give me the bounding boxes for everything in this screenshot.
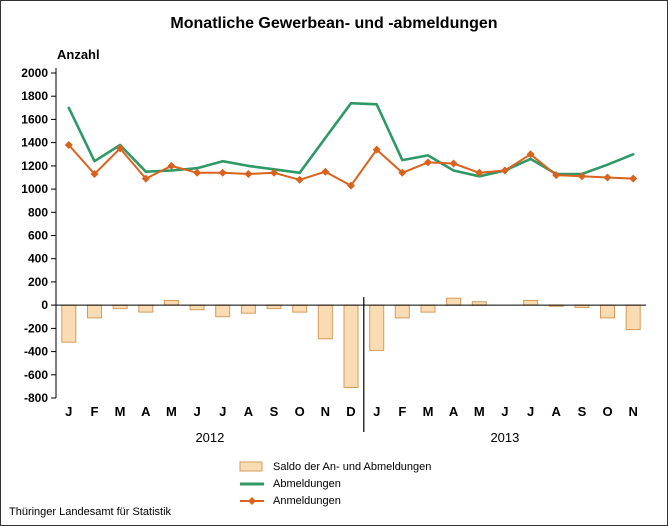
svg-text:J: J	[65, 404, 72, 419]
svg-text:J: J	[501, 404, 508, 419]
legend-label-abmeldungen: Abmeldungen	[273, 477, 341, 490]
y-axis-title: Anzahl	[57, 47, 100, 62]
svg-text:A: A	[244, 404, 254, 419]
chart-title: Monatliche Gewerbean- und -abmeldungen	[170, 15, 498, 32]
svg-text:200: 200	[28, 275, 48, 289]
svg-text:J: J	[373, 404, 380, 419]
svg-text:M: M	[166, 404, 177, 419]
anmeldungen-line-swatch-icon	[240, 496, 264, 505]
svg-text:1800: 1800	[21, 89, 48, 103]
anmeldungen-line	[67, 144, 635, 187]
svg-text:O: O	[602, 404, 612, 419]
legend-label-anmeldungen: Anmeldungen	[273, 494, 341, 507]
svg-text:A: A	[141, 404, 151, 419]
svg-text:-600: -600	[24, 368, 48, 382]
abmeldungen-line	[67, 101, 635, 178]
svg-text:-200: -200	[24, 321, 48, 335]
legend-item-saldo: Saldo der An- und Abmeldungen	[239, 458, 431, 475]
abmeldungen-line-swatch-icon	[240, 482, 264, 485]
svg-text:J: J	[527, 404, 534, 419]
svg-text:1000: 1000	[21, 182, 48, 196]
svg-text:-800: -800	[24, 391, 48, 405]
saldo-bar-swatch-icon	[239, 461, 263, 471]
svg-text:F: F	[398, 404, 406, 419]
svg-text:N: N	[321, 404, 330, 419]
svg-text:2013: 2013	[490, 430, 519, 445]
svg-text:2012: 2012	[195, 430, 224, 445]
svg-text:D: D	[346, 404, 355, 419]
anmeldungen-markers	[64, 141, 638, 190]
svg-text:800: 800	[28, 205, 48, 219]
svg-text:O: O	[295, 404, 305, 419]
svg-text:1400: 1400	[21, 136, 48, 150]
legend-item-anmeldungen: Anmeldungen	[239, 492, 431, 509]
svg-text:J: J	[193, 404, 200, 419]
svg-text:0: 0	[41, 298, 48, 312]
svg-text:A: A	[552, 404, 562, 419]
svg-text:1200: 1200	[21, 159, 48, 173]
svg-text:2000: 2000	[21, 66, 48, 80]
svg-text:400: 400	[28, 252, 48, 266]
svg-text:M: M	[423, 404, 434, 419]
svg-text:N: N	[629, 404, 638, 419]
svg-text:S: S	[270, 404, 279, 419]
svg-text:M: M	[115, 404, 126, 419]
svg-text:600: 600	[28, 229, 48, 243]
legend-item-abmeldungen: Abmeldungen	[239, 475, 431, 492]
saldo-bars	[61, 297, 641, 389]
svg-text:J: J	[219, 404, 226, 419]
chart-legend: Saldo der An- und Abmeldungen Abmeldunge…	[239, 458, 431, 509]
svg-text:M: M	[474, 404, 485, 419]
svg-text:A: A	[449, 404, 459, 419]
source-note: Thüringer Landesamt für Statistik	[9, 506, 172, 518]
svg-text:S: S	[578, 404, 587, 419]
svg-text:F: F	[91, 404, 99, 419]
legend-label-saldo: Saldo der An- und Abmeldungen	[273, 460, 432, 473]
svg-text:1600: 1600	[21, 112, 48, 126]
svg-text:-400: -400	[24, 345, 48, 359]
